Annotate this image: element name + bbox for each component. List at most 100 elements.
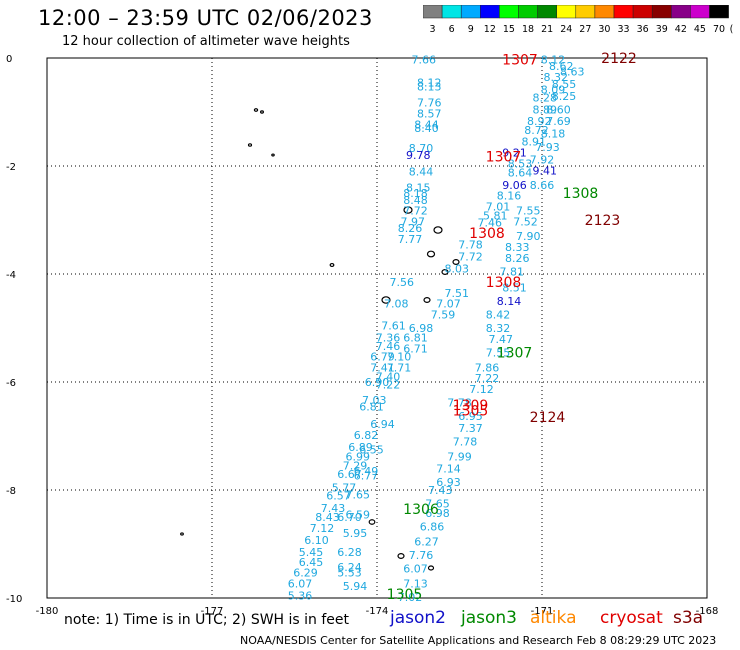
wave-height-label: 8.44	[414, 118, 439, 131]
wave-height-label: 8.26	[505, 252, 530, 265]
wave-height-label: 8.72	[524, 124, 549, 137]
island-outline	[260, 110, 265, 114]
track-label: 2124	[530, 410, 566, 426]
wave-height-label: 6.27	[414, 535, 439, 548]
island-outline	[381, 296, 391, 304]
wave-height-label: 6.57	[326, 489, 351, 502]
wave-height-label: 7.14	[436, 462, 461, 475]
legend-label: 45	[694, 24, 706, 35]
wave-height-label: 7.02	[398, 591, 423, 604]
wave-height-label: 8.03	[445, 263, 470, 276]
island-outline	[426, 250, 436, 258]
footer-note: note: 1) Time is in UTC; 2) SWH is in fe…	[64, 612, 350, 628]
island-outline	[180, 532, 184, 536]
latitude-tick-label: -6	[6, 378, 16, 389]
wave-height-label: 6.82	[354, 429, 379, 442]
wave-height-label: 5.77	[332, 481, 357, 494]
track-label: 1309	[453, 398, 489, 414]
wave-height-label: 9.06	[502, 179, 527, 192]
track-label: 2123	[585, 213, 621, 229]
wave-height-label: 7.13	[403, 577, 428, 590]
wave-height-label: 8.66	[530, 179, 555, 192]
wave-height-label: 9.41	[533, 164, 558, 177]
wave-height-label: 8.51	[502, 282, 527, 295]
island-outline	[452, 259, 460, 266]
wave-height-label: 8.32	[544, 71, 569, 84]
wave-height-label: 6.77	[354, 469, 379, 482]
latitude-tick-label: 0	[6, 54, 12, 65]
satellite-key-jason2: jason2	[390, 608, 446, 628]
wave-height-label: 8.14	[497, 295, 522, 308]
legend-label: 27	[579, 24, 591, 35]
wave-height-label: 8.40	[414, 122, 439, 135]
wave-height-label: 7.12	[310, 522, 335, 535]
longitude-tick-label: -168	[696, 606, 719, 617]
wave-height-label: 7.72	[403, 204, 428, 217]
wave-height-label: 7.55	[516, 204, 541, 217]
wave-height-label: 7.41	[370, 361, 395, 374]
wave-height-label: 6.55	[359, 444, 384, 457]
wave-height-label: 7.81	[500, 265, 525, 278]
wave-height-label: 8.18	[403, 187, 428, 200]
map-subtitle: 12 hour collection of altimeter wave hei…	[62, 34, 350, 49]
legend-label: 12	[484, 24, 496, 35]
longitude-tick-label: -180	[36, 606, 59, 617]
wave-height-label: 8.15	[406, 182, 431, 195]
wave-height-label: 7.93	[535, 141, 560, 154]
wave-height-label: 5.94	[343, 580, 368, 593]
wave-height-label: 7.43	[321, 502, 346, 515]
legend-swatch	[709, 5, 729, 19]
wave-height-label: 7.46	[478, 217, 503, 230]
wave-height-label: 8.26	[398, 222, 423, 235]
legend-label: 36	[637, 24, 649, 35]
wave-height-label: 8.13	[417, 81, 442, 94]
wave-height-label: 7.46	[376, 340, 401, 353]
wave-height-label: 8.33	[505, 241, 530, 254]
wave-height-label: 5.81	[483, 210, 508, 223]
wave-height-label: 9.78	[406, 149, 431, 162]
wave-height-label: 7.51	[445, 287, 470, 300]
island-outline	[329, 262, 335, 268]
track-label: 1308	[563, 186, 599, 202]
wave-height-label: 7.78	[453, 435, 478, 448]
wave-height-label: 7.29	[343, 460, 368, 473]
island-outline	[397, 552, 405, 559]
island-outline	[253, 108, 259, 112]
wave-height-label: 7.71	[387, 361, 412, 374]
track-label: 2122	[601, 51, 637, 67]
wave-height-label: 5.53	[337, 567, 362, 580]
wave-height-label: 7.40	[376, 371, 401, 384]
legend-label: 6	[449, 24, 455, 35]
wave-height-label: 6.98	[425, 507, 450, 520]
wave-height-label: 7.61	[381, 319, 406, 332]
track-label: 1306	[403, 502, 439, 518]
latitude-tick-label: -2	[6, 162, 16, 173]
wave-height-label: 7.77	[398, 233, 423, 246]
legend-label: 30	[598, 24, 610, 35]
map-title: 12:00 – 23:59 UTC 02/06/2023	[38, 6, 373, 30]
latitude-tick-label: -4	[6, 270, 16, 281]
longitude-tick-label: -171	[531, 606, 554, 617]
wave-height-label: 6.94	[370, 418, 395, 431]
wave-height-label: 7.86	[475, 361, 500, 374]
satellite-key-jason3: jason3	[461, 608, 517, 628]
island-outline	[441, 269, 449, 276]
wave-height-label: 7.69	[546, 115, 571, 128]
wave-height-label: 6.67	[337, 468, 362, 481]
track-label: 1308	[469, 226, 505, 242]
wave-height-label: 7.22	[475, 372, 500, 385]
island-outline	[368, 519, 376, 525]
wave-height-label: 7.08	[384, 298, 409, 311]
wave-height-label: 8.44	[409, 165, 434, 178]
wave-height-label: 6.81	[403, 332, 428, 345]
wave-height-label: 6.28	[337, 546, 362, 559]
legend-label: 24	[560, 24, 572, 35]
island-outline	[423, 297, 431, 304]
wave-height-label: 6.79	[370, 351, 395, 364]
wave-height-label: 6.07	[288, 577, 313, 590]
wave-height-label: 8.28	[533, 91, 558, 104]
wave-height-label: 5.45	[299, 546, 324, 559]
wave-height-label: 5.95	[343, 527, 368, 540]
wave-height-label: 8.48	[403, 194, 428, 207]
island-outline	[433, 226, 443, 234]
